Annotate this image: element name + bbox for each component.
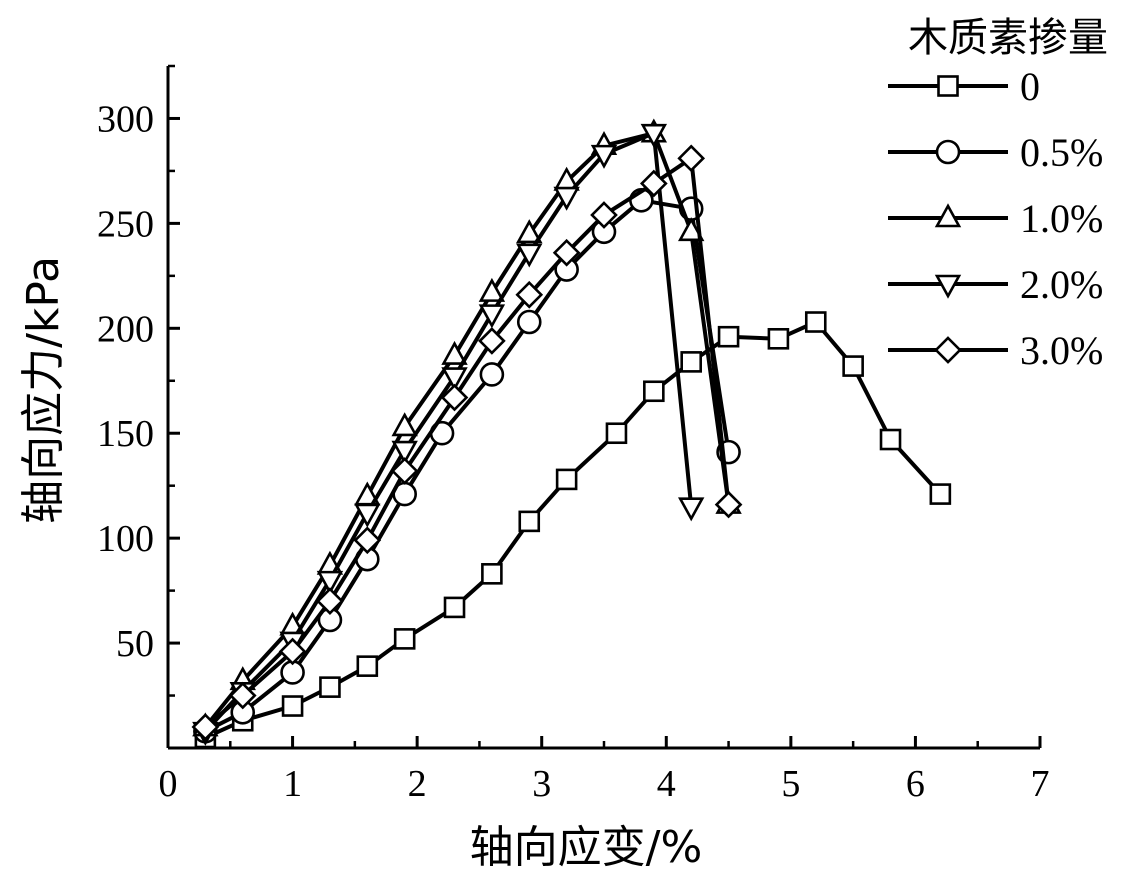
x-tick-label: 1 [283, 763, 302, 805]
data-point [478, 277, 506, 302]
data-point [842, 355, 864, 377]
legend-label: 2.0% [1020, 262, 1103, 307]
data-point [518, 510, 541, 533]
x-tick-label: 3 [532, 763, 551, 805]
y-tick-label: 250 [97, 203, 154, 245]
series-line [204, 156, 731, 729]
series-2 [193, 188, 741, 744]
data-point [353, 526, 382, 555]
data-point [441, 367, 468, 392]
legend-entry: 3.0% [888, 328, 1103, 373]
legend-label: 0 [1020, 64, 1040, 109]
data-point [678, 497, 705, 522]
x-tick-label: 2 [408, 763, 427, 805]
data-point [440, 383, 469, 412]
data-point [643, 380, 665, 403]
data-point [316, 587, 344, 615]
data-point [678, 217, 705, 242]
data-point [717, 325, 740, 348]
legend-title: 木质素掺量 [908, 15, 1108, 61]
data-point [278, 637, 307, 666]
series-3 [192, 118, 742, 737]
y-tick-label: 100 [97, 518, 154, 560]
legend-marker [934, 203, 962, 228]
data-point [478, 327, 506, 355]
data-point [356, 655, 379, 677]
data-point [478, 304, 506, 329]
data-point [316, 570, 344, 595]
y-tick-label: 150 [97, 413, 154, 455]
series-1 [194, 311, 952, 749]
y-axis-ticks: 50 100 150 200 250 300 [97, 64, 180, 697]
x-tick-label: 7 [1031, 763, 1050, 805]
y-tick-label: 300 [97, 98, 154, 140]
y-axis-title: 轴向应力/kPa [18, 256, 69, 524]
data-point [677, 144, 706, 173]
x-tick-label: 6 [906, 763, 925, 805]
data-point [605, 422, 628, 445]
series-5 [191, 144, 743, 741]
legend: 木质素掺量 0 0.5% 1.0% 2.0% 3.0% [888, 15, 1108, 373]
data-point [319, 676, 341, 698]
data-point [680, 351, 703, 373]
data-point [555, 468, 578, 491]
data-point [590, 144, 618, 169]
data-point [879, 428, 902, 451]
data-point [443, 596, 466, 619]
legend-marker [934, 274, 962, 299]
data-point [191, 713, 220, 741]
data-point [516, 219, 543, 244]
data-point [552, 238, 581, 267]
legend-entry: 0 [888, 64, 1040, 109]
series-4 [192, 123, 705, 746]
data-point [354, 503, 381, 528]
data-point [639, 169, 668, 198]
x-axis-ticks: 0 1 2 3 4 5 6 7 [159, 736, 1050, 805]
data-point [804, 311, 827, 333]
legend-marker [935, 139, 961, 165]
data-point [515, 280, 544, 309]
data-point [929, 483, 952, 505]
legend-label: 0.5% [1020, 130, 1103, 175]
series-group [191, 118, 952, 749]
data-point [553, 186, 580, 211]
legend-label: 1.0% [1020, 196, 1103, 241]
x-tick-label: 5 [781, 763, 800, 805]
data-point [441, 340, 468, 365]
y-tick-label: 50 [116, 623, 154, 665]
data-point [281, 695, 304, 717]
x-tick-label: 4 [657, 763, 676, 805]
data-point [640, 123, 668, 148]
x-axis-title: 轴向应变/% [470, 822, 703, 873]
data-point [714, 490, 743, 519]
data-point [228, 681, 257, 710]
series-line [204, 320, 942, 740]
data-point [590, 201, 618, 229]
data-point [481, 563, 503, 585]
legend-entry: 2.0% [888, 262, 1103, 307]
data-point [516, 243, 543, 268]
legend-label: 3.0% [1020, 328, 1103, 373]
legend-entry: 0.5% [888, 130, 1103, 175]
legend-marker [937, 75, 959, 97]
data-point [391, 412, 418, 437]
legend-marker [934, 336, 962, 364]
x-tick-label: 0 [159, 763, 178, 805]
data-point [767, 327, 790, 350]
y-tick-label: 200 [97, 308, 154, 350]
data-point [390, 457, 419, 485]
data-point [391, 440, 418, 465]
data-point [516, 309, 542, 335]
data-point [393, 628, 416, 650]
data-point [479, 362, 505, 387]
legend-entry: 1.0% [888, 196, 1103, 241]
